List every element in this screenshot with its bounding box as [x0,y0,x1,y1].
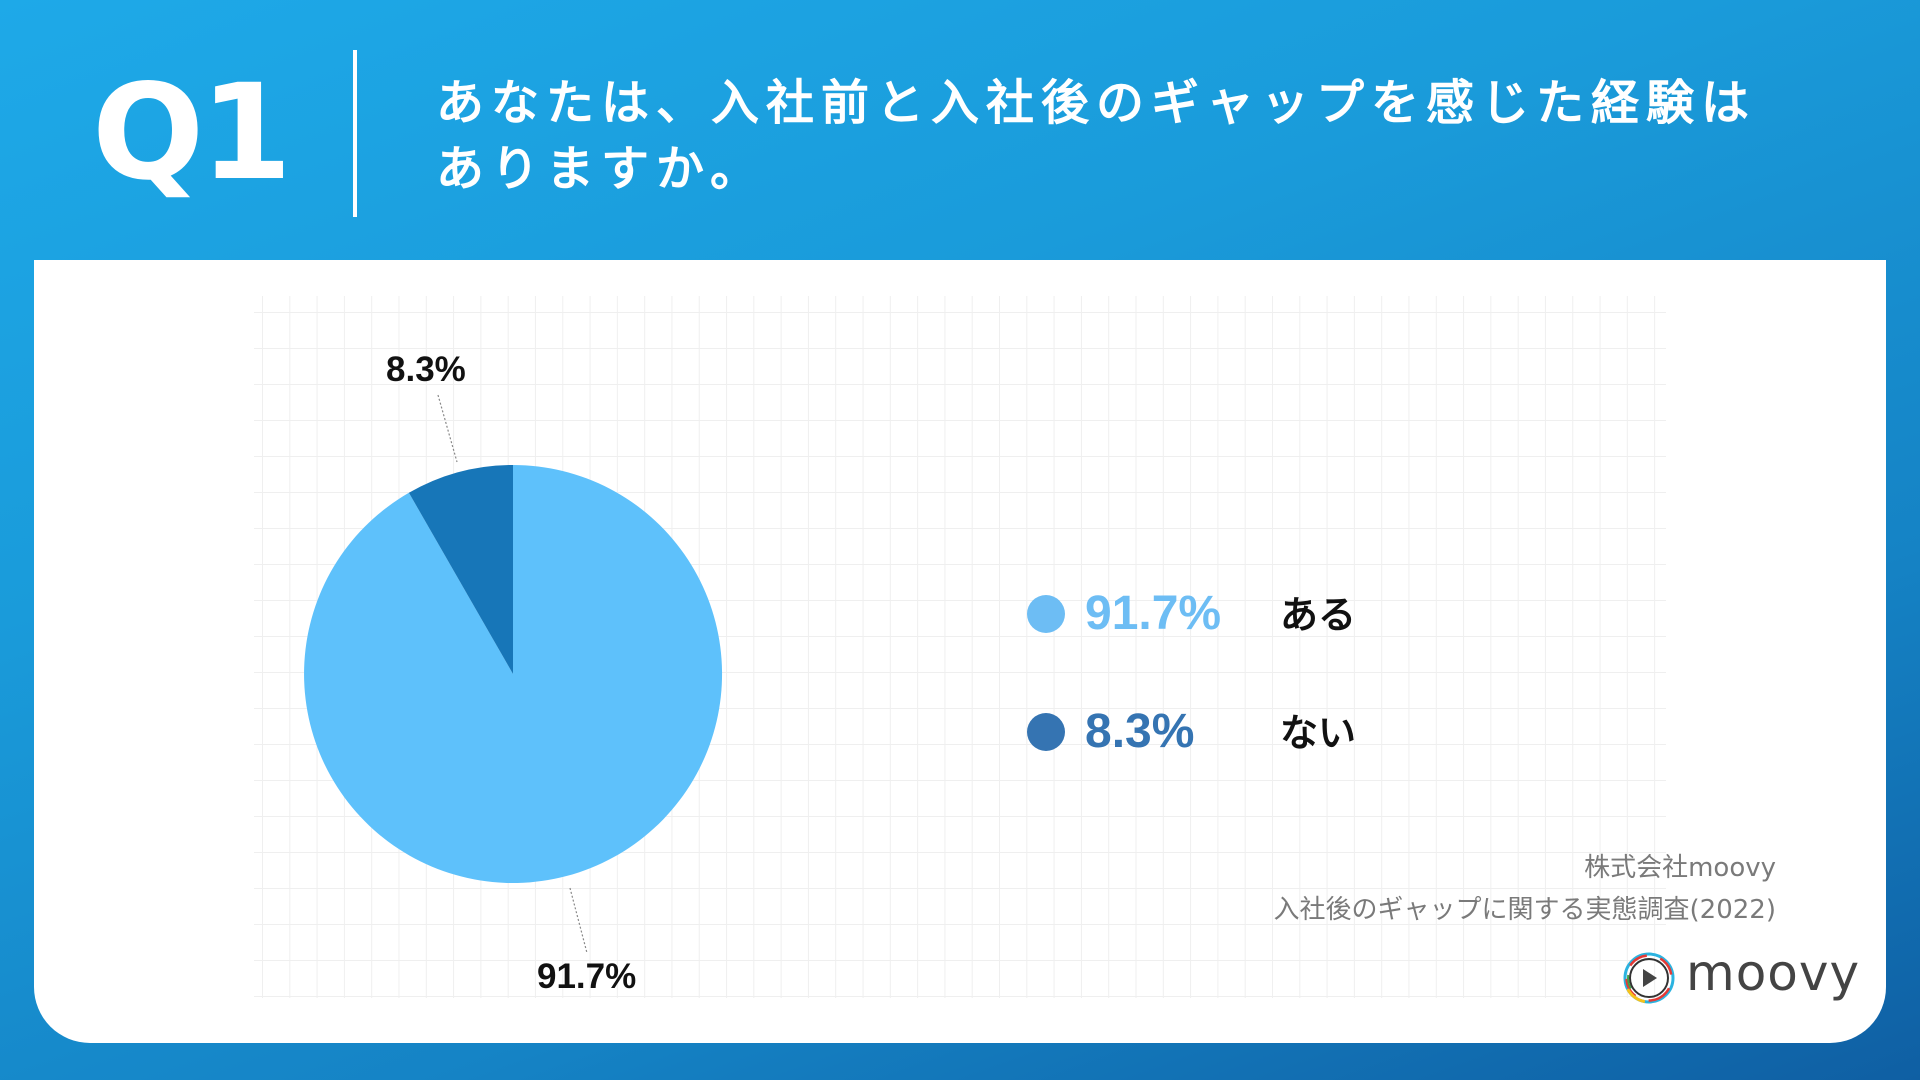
source-credit: 株式会社moovy 入社後のギャップに関する実態調査(2022) [1274,847,1776,931]
credit-company: 株式会社moovy [1584,853,1776,883]
question-line-1: あなたは、入社前と入社後のギャップを感じた経験は [436,75,1757,131]
leader-line-large [569,887,588,954]
pie-slice-no [408,465,513,674]
question-line-2: ありますか。 [436,141,766,197]
play-ring-icon [1623,952,1675,1004]
legend-label-yes: ある [1280,593,1357,637]
header-divider [353,50,357,217]
legend-dot-yes [1027,595,1065,633]
legend-pct-yes: 91.7% [1085,587,1222,640]
legend-dot-no [1027,713,1065,751]
legend-label-no: ない [1280,711,1357,755]
question-text: あなたは、入社前と入社後のギャップを感じた経験は ありますか。 [436,70,1756,202]
pie-label-yes: 91.7% [537,957,637,996]
logo-wordmark: moovy [1686,944,1861,1002]
credit-survey: 入社後のギャップに関する実態調査(2022) [1273,895,1776,925]
pie-slice-yes [304,465,723,883]
question-number: Q1 [92,56,292,210]
leader-line-small [437,394,458,463]
legend-pct-no: 8.3% [1085,705,1195,758]
pie-label-no: 8.3% [386,350,466,389]
